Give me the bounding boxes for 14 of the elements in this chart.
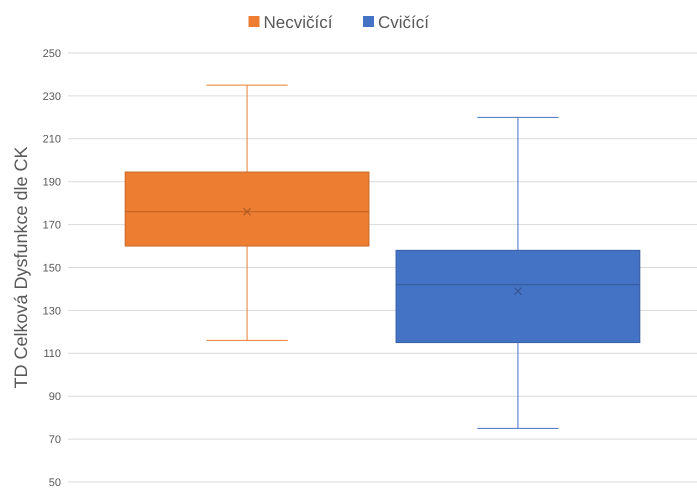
y-tick-label: 70 [48,434,61,446]
y-tick-label: 190 [42,176,61,189]
legend-label: Cvičící [378,12,430,32]
y-tick-label: 230 [42,90,61,103]
y-tick-label: 130 [42,305,61,318]
y-tick-label: 50 [48,476,61,489]
y-axis-title: TD Celková Dysfunkce dle CK [11,146,31,389]
y-tick-label: 150 [42,262,61,274]
y-tick-label: 210 [42,134,61,146]
y-tick-label: 170 [42,219,61,232]
y-tick-label: 250 [42,48,61,60]
legend-label: Necvičící [264,12,333,32]
y-tick-label: 110 [43,348,61,360]
y-tick-label: 90 [48,391,61,404]
